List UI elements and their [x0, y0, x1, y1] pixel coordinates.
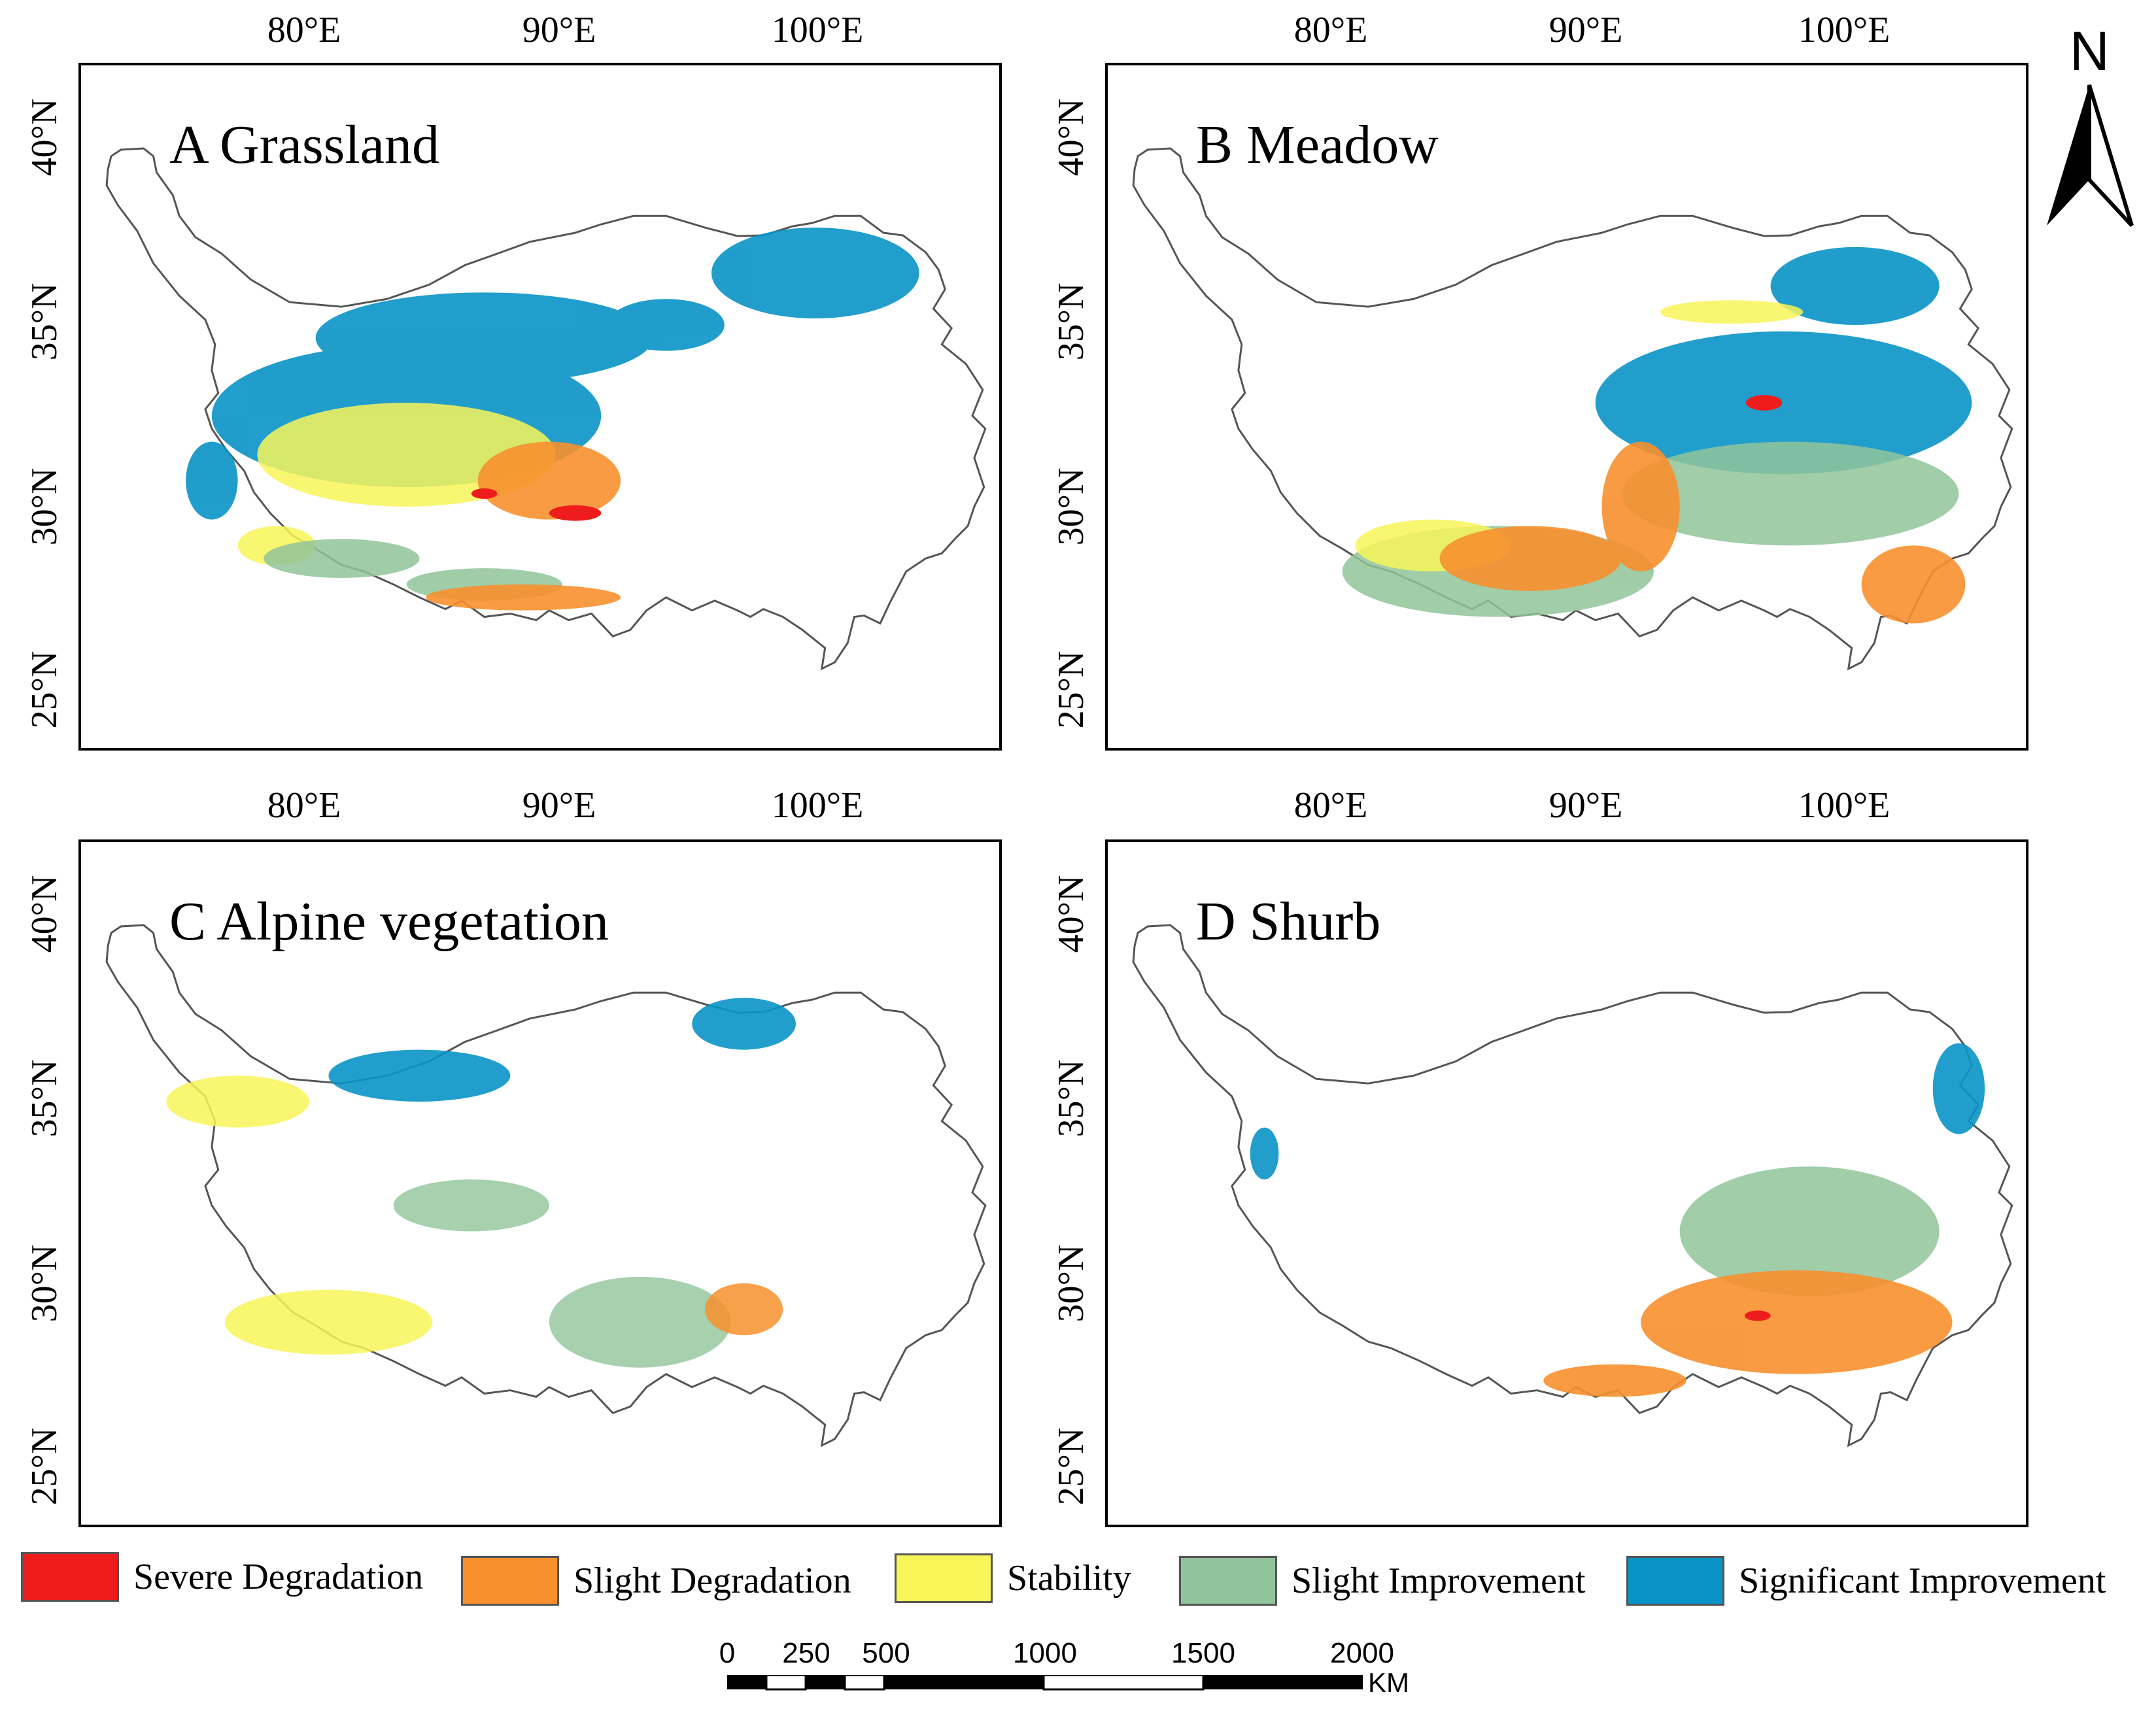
- alpine-vegetation-map: [105, 924, 987, 1447]
- legend-label: Slight Improvement: [1292, 1561, 1586, 1601]
- lon-label-80e-bottom-right: 80°E: [1293, 785, 1368, 826]
- legend-swatch-severe-degradation: [21, 1552, 119, 1602]
- north-arrow-icon: [2047, 84, 2134, 228]
- legend-swatch-slight-improvement: [1179, 1556, 1277, 1606]
- legend-swatch-stability: [895, 1553, 993, 1603]
- map-panel-meadow: B Meadow: [1105, 63, 2028, 751]
- lon-label-80e-top-left: 80°E: [267, 10, 341, 50]
- slight-degradation-area: [1439, 441, 1966, 624]
- scale-tick-0: 0: [719, 1637, 736, 1669]
- severe-degradation-area: [471, 488, 602, 521]
- lat-label-40n-a: 40°N: [24, 98, 65, 177]
- map-panel-alpine-vegetation: C Alpine vegetation: [78, 839, 1002, 1527]
- lat-label-25n-b: 25°N: [1051, 651, 1091, 729]
- slight-degradation-area: [426, 441, 621, 611]
- lon-label-80e-bottom-left: 80°E: [267, 785, 341, 826]
- scale-unit: KM: [1368, 1667, 1409, 1698]
- scale-tick-1000: 1000: [1013, 1637, 1077, 1669]
- lon-label-100e-bottom-right: 100°E: [1798, 785, 1891, 826]
- lat-label-25n-d: 25°N: [1051, 1427, 1091, 1506]
- grassland-map: [105, 147, 987, 670]
- lon-label-80e-top-right: 80°E: [1293, 10, 1368, 50]
- severe-degradation-area: [1744, 1310, 1771, 1321]
- lat-label-25n-c: 25°N: [24, 1427, 65, 1506]
- meadow-map: [1132, 147, 2013, 670]
- lat-label-30n-d: 30°N: [1051, 1244, 1091, 1323]
- lon-label-90e-top-right: 90°E: [1549, 10, 1623, 50]
- legend-item-stability: Stability: [895, 1553, 1131, 1603]
- lat-label-30n-a: 30°N: [24, 467, 65, 546]
- lat-label-30n-c: 30°N: [24, 1244, 65, 1323]
- scale-tick-500: 500: [862, 1637, 910, 1669]
- scale-bar: [727, 1675, 1363, 1691]
- stability-area: [166, 1075, 433, 1355]
- scale-tick-1500: 1500: [1171, 1637, 1235, 1669]
- panel-title: A Grassland: [169, 114, 439, 175]
- lat-label-35n-d: 35°N: [1051, 1059, 1091, 1138]
- scale-tick-2000: 2000: [1330, 1637, 1394, 1669]
- panel-title: D Shurb: [1196, 891, 1381, 952]
- map-panel-grassland: A Grassland: [78, 63, 1002, 751]
- legend-label: Significant Improvement: [1739, 1561, 2106, 1601]
- north-label: N: [2070, 20, 2110, 82]
- lon-label-100e-top-left: 100°E: [771, 10, 864, 50]
- panel-title: C Alpine vegetation: [169, 891, 609, 952]
- lat-label-40n-b: 40°N: [1051, 98, 1091, 177]
- lon-label-100e-top-right: 100°E: [1798, 10, 1891, 50]
- lat-label-40n-c: 40°N: [24, 875, 65, 953]
- legend-item-slight-degradation: Slight Degradation: [461, 1556, 851, 1606]
- map-panel-shrub: D Shurb: [1105, 839, 2028, 1527]
- legend-label: Slight Degradation: [573, 1561, 851, 1601]
- lat-label-40n-d: 40°N: [1051, 875, 1091, 953]
- slight-improvement-area: [393, 1179, 731, 1368]
- significant-improvement-area: [328, 998, 796, 1102]
- lon-label-90e-bottom-left: 90°E: [522, 785, 596, 826]
- lat-label-30n-b: 30°N: [1051, 467, 1091, 546]
- severe-degradation-area: [1745, 395, 1783, 411]
- lon-label-100e-bottom-left: 100°E: [771, 785, 864, 826]
- slight-improvement-area: [1679, 1166, 1940, 1296]
- significant-improvement-area: [1250, 1043, 1985, 1180]
- legend-label: Stability: [1007, 1558, 1131, 1599]
- legend-item-slight-improvement: Slight Improvement: [1179, 1556, 1586, 1606]
- lat-label-35n-c: 35°N: [24, 1059, 65, 1138]
- shrub-map: [1132, 924, 2013, 1447]
- lon-label-90e-bottom-right: 90°E: [1549, 785, 1623, 826]
- lon-label-90e-top-left: 90°E: [522, 10, 596, 50]
- slight-degradation-area: [1543, 1270, 1953, 1397]
- lat-label-35n-b: 35°N: [1051, 282, 1091, 361]
- slight-degradation-area: [705, 1283, 783, 1336]
- scale-tick-250: 250: [782, 1637, 830, 1669]
- legend-item-severe-degradation: Severe Degradation: [21, 1552, 423, 1602]
- lat-label-35n-a: 35°N: [24, 282, 65, 361]
- legend-swatch-slight-degradation: [461, 1556, 559, 1606]
- legend-label: Severe Degradation: [133, 1557, 424, 1597]
- legend-item-significant-improvement: Significant Improvement: [1626, 1556, 2106, 1606]
- panel-title: B Meadow: [1196, 114, 1439, 175]
- significant-improvement-area: [1595, 246, 1972, 475]
- lat-label-25n-a: 25°N: [24, 651, 65, 729]
- legend-swatch-significant-improvement: [1626, 1556, 1724, 1606]
